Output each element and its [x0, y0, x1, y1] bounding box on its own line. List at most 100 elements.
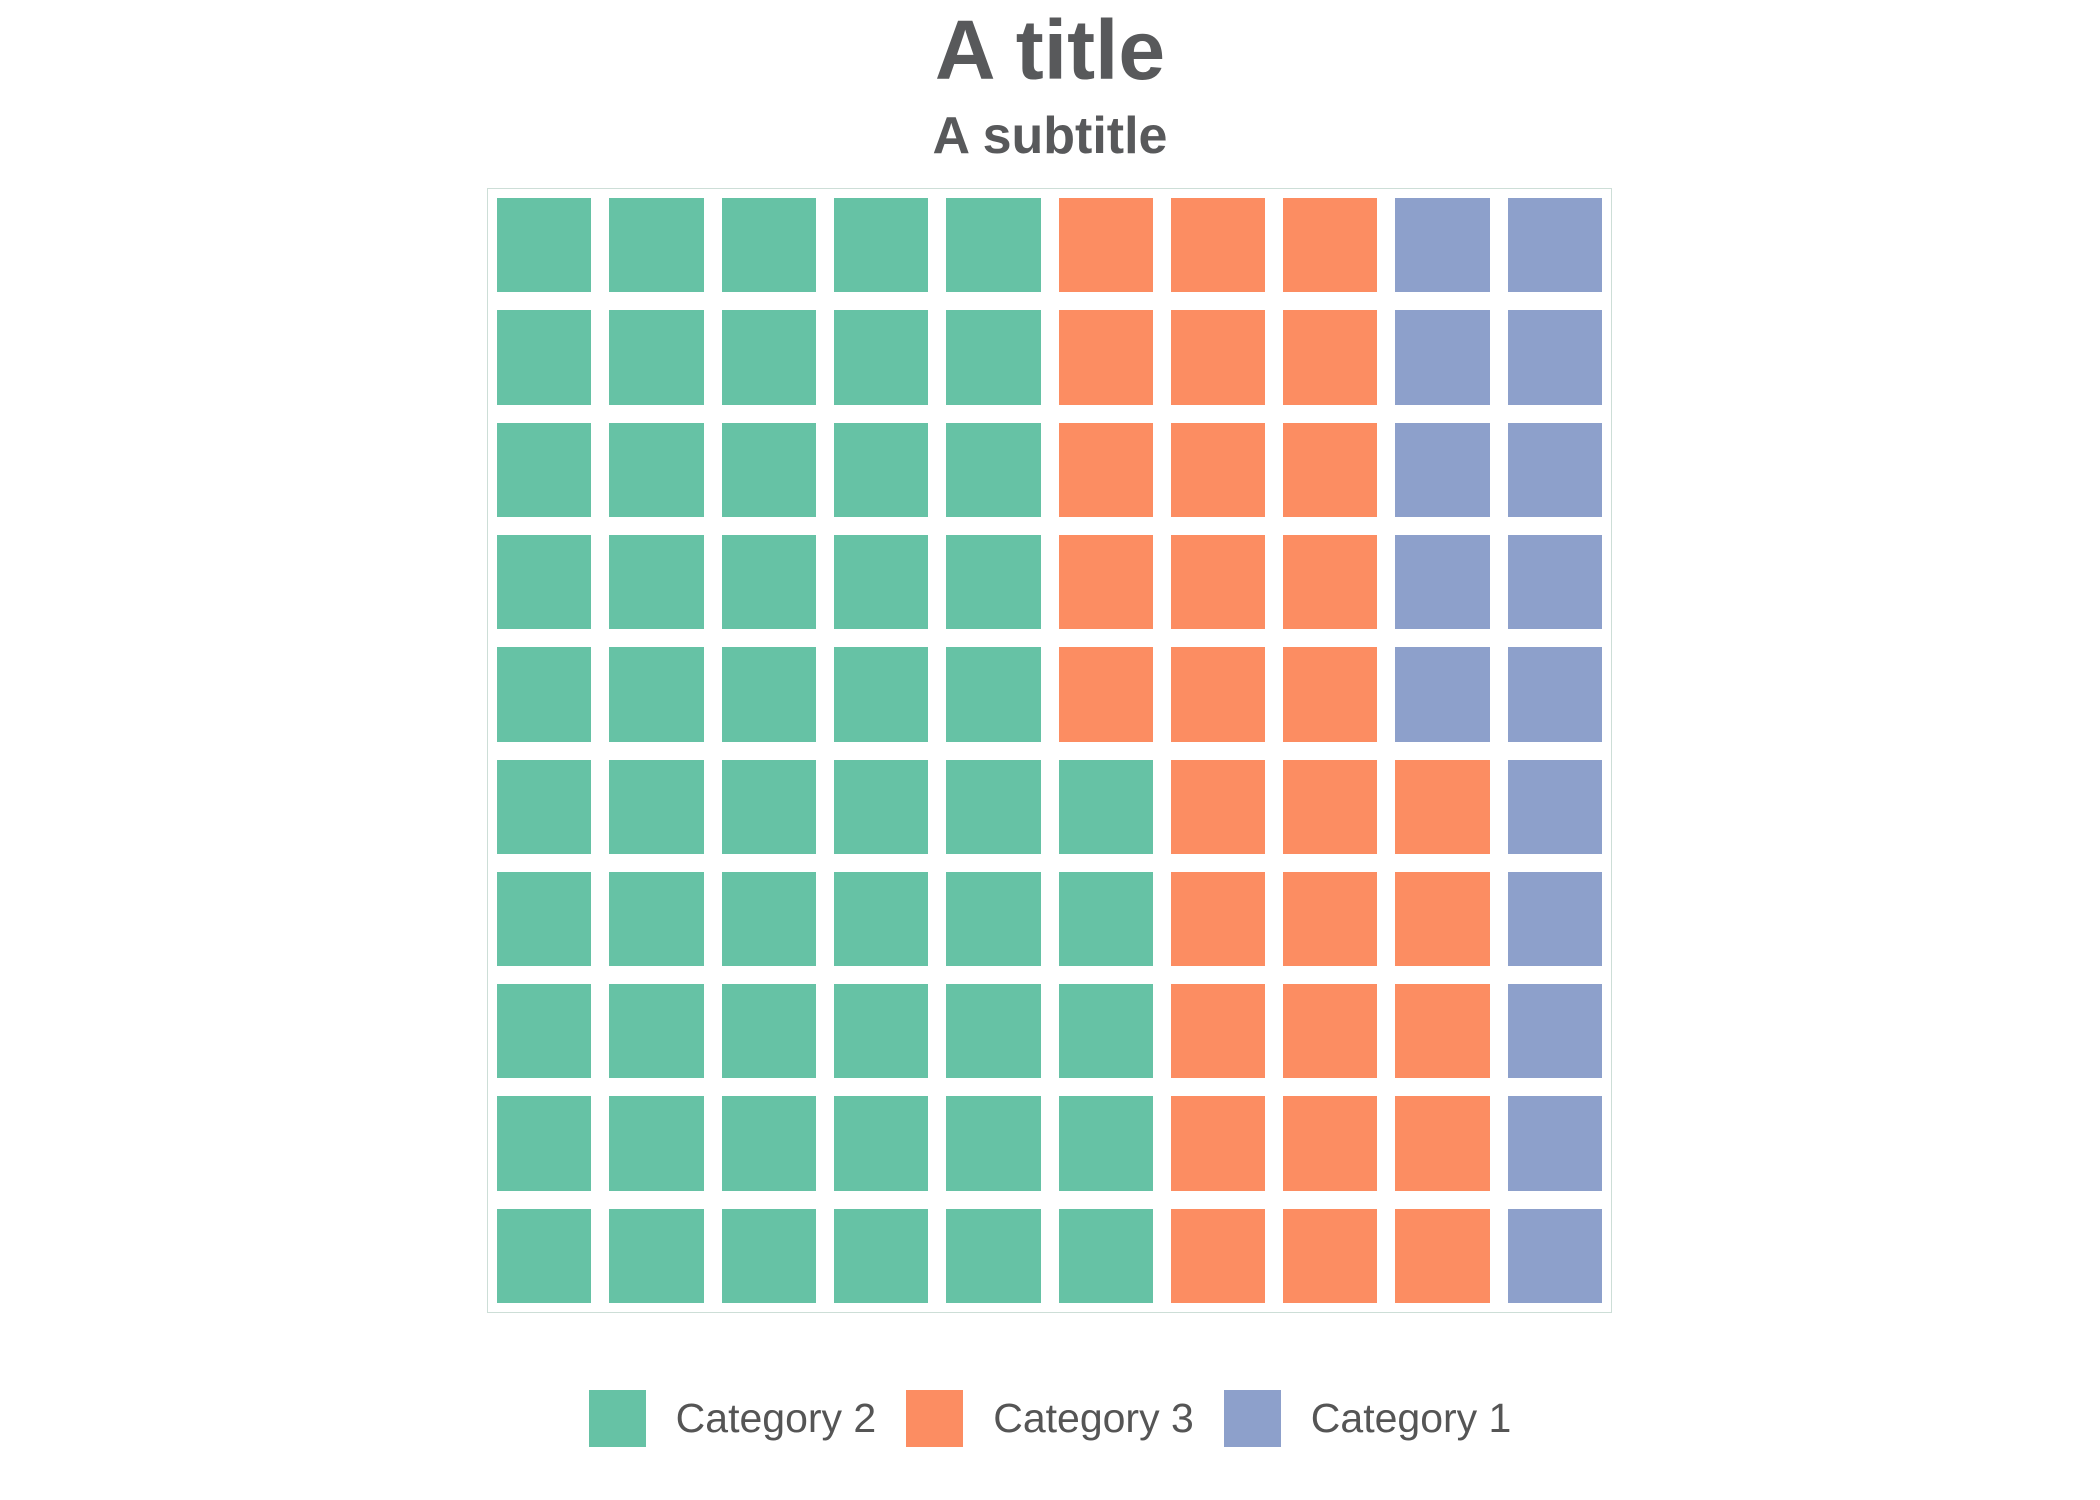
waffle-cell[interactable] [721, 534, 816, 630]
waffle-cell[interactable] [946, 1208, 1041, 1303]
waffle-cell[interactable] [1395, 310, 1490, 405]
waffle-cell[interactable] [1395, 647, 1490, 742]
waffle-cell[interactable] [1170, 198, 1266, 293]
waffle-cell[interactable] [609, 647, 704, 742]
waffle-cell[interactable] [721, 647, 816, 742]
waffle-cell[interactable] [497, 534, 592, 630]
waffle-cell[interactable] [946, 647, 1041, 742]
waffle-cell[interactable] [609, 198, 704, 293]
waffle-cell[interactable] [1170, 534, 1266, 630]
waffle-cell[interactable] [1507, 1096, 1602, 1191]
waffle-cell[interactable] [609, 1096, 704, 1191]
waffle-cell[interactable] [1283, 310, 1378, 405]
waffle-cell[interactable] [497, 422, 592, 517]
waffle-cell[interactable] [497, 198, 592, 293]
waffle-cell[interactable] [609, 871, 704, 967]
waffle-cell[interactable] [1283, 198, 1378, 293]
legend-item-category-3[interactable]: Category 3 [906, 1390, 1194, 1447]
waffle-cell[interactable] [1395, 759, 1490, 854]
waffle-cell[interactable] [833, 871, 929, 967]
waffle-cell[interactable] [721, 1096, 816, 1191]
waffle-cell[interactable] [1170, 759, 1266, 854]
waffle-cell[interactable] [1507, 984, 1602, 1079]
waffle-cell[interactable] [946, 1096, 1041, 1191]
waffle-cell[interactable] [833, 310, 929, 405]
waffle-cell[interactable] [1283, 647, 1378, 742]
waffle-cell[interactable] [1170, 871, 1266, 967]
waffle-cell[interactable] [1395, 871, 1490, 967]
waffle-cell[interactable] [946, 422, 1041, 517]
waffle-cell[interactable] [1170, 647, 1266, 742]
waffle-cell[interactable] [1170, 1208, 1266, 1303]
waffle-cell[interactable] [609, 534, 704, 630]
waffle-cell[interactable] [1058, 310, 1153, 405]
waffle-cell[interactable] [609, 422, 704, 517]
waffle-cell[interactable] [1283, 534, 1378, 630]
waffle-cell[interactable] [721, 871, 816, 967]
waffle-cell[interactable] [946, 198, 1041, 293]
waffle-cell[interactable] [721, 310, 816, 405]
waffle-cell[interactable] [1507, 310, 1602, 405]
waffle-cell[interactable] [1170, 310, 1266, 405]
waffle-cell[interactable] [1058, 759, 1153, 854]
waffle-cell[interactable] [1395, 422, 1490, 517]
waffle-cell[interactable] [721, 422, 816, 517]
legend-item-category-1[interactable]: Category 1 [1223, 1390, 1511, 1447]
waffle-cell[interactable] [1507, 422, 1602, 517]
waffle-cell[interactable] [497, 647, 592, 742]
waffle-cell[interactable] [497, 871, 592, 967]
waffle-cell[interactable] [833, 198, 929, 293]
waffle-cell[interactable] [1507, 871, 1602, 967]
waffle-cell[interactable] [721, 1208, 816, 1303]
waffle-cell[interactable] [833, 647, 929, 742]
legend-item-category-2[interactable]: Category 2 [588, 1390, 876, 1447]
waffle-cell[interactable] [1283, 759, 1378, 854]
waffle-cell[interactable] [1395, 1096, 1490, 1191]
waffle-cell[interactable] [1507, 759, 1602, 854]
waffle-cell[interactable] [721, 984, 816, 1079]
waffle-cell[interactable] [1395, 198, 1490, 293]
waffle-cell[interactable] [1058, 534, 1153, 630]
waffle-cell[interactable] [833, 1208, 929, 1303]
waffle-cell[interactable] [721, 759, 816, 854]
waffle-cell[interactable] [609, 1208, 704, 1303]
waffle-cell[interactable] [497, 759, 592, 854]
waffle-cell[interactable] [1283, 1208, 1378, 1303]
waffle-cell[interactable] [833, 422, 929, 517]
waffle-cell[interactable] [1170, 984, 1266, 1079]
waffle-cell[interactable] [1507, 198, 1602, 293]
waffle-cell[interactable] [1395, 1208, 1490, 1303]
waffle-cell[interactable] [946, 310, 1041, 405]
waffle-cell[interactable] [1058, 984, 1153, 1079]
waffle-cell[interactable] [946, 534, 1041, 630]
waffle-cell[interactable] [833, 759, 929, 854]
waffle-cell[interactable] [833, 984, 929, 1079]
waffle-cell[interactable] [497, 1208, 592, 1303]
waffle-cell[interactable] [1507, 1208, 1602, 1303]
waffle-cell[interactable] [1507, 647, 1602, 742]
waffle-cell[interactable] [609, 759, 704, 854]
waffle-cell[interactable] [497, 984, 592, 1079]
waffle-cell[interactable] [1395, 534, 1490, 630]
waffle-cell[interactable] [1058, 1208, 1153, 1303]
waffle-cell[interactable] [497, 1096, 592, 1191]
waffle-cell[interactable] [1058, 422, 1153, 517]
waffle-cell[interactable] [721, 198, 816, 293]
waffle-cell[interactable] [609, 984, 704, 1079]
waffle-cell[interactable] [1283, 871, 1378, 967]
waffle-cell[interactable] [609, 310, 704, 405]
waffle-cell[interactable] [1283, 422, 1378, 517]
waffle-cell[interactable] [497, 310, 592, 405]
waffle-cell[interactable] [1058, 1096, 1153, 1191]
waffle-cell[interactable] [833, 534, 929, 630]
waffle-cell[interactable] [1507, 534, 1602, 630]
waffle-cell[interactable] [1058, 647, 1153, 742]
waffle-cell[interactable] [1283, 984, 1378, 1079]
waffle-cell[interactable] [833, 1096, 929, 1191]
waffle-cell[interactable] [1170, 422, 1266, 517]
waffle-cell[interactable] [1170, 1096, 1266, 1191]
waffle-cell[interactable] [946, 759, 1041, 854]
waffle-cell[interactable] [946, 871, 1041, 967]
waffle-cell[interactable] [1283, 1096, 1378, 1191]
waffle-cell[interactable] [1395, 984, 1490, 1079]
